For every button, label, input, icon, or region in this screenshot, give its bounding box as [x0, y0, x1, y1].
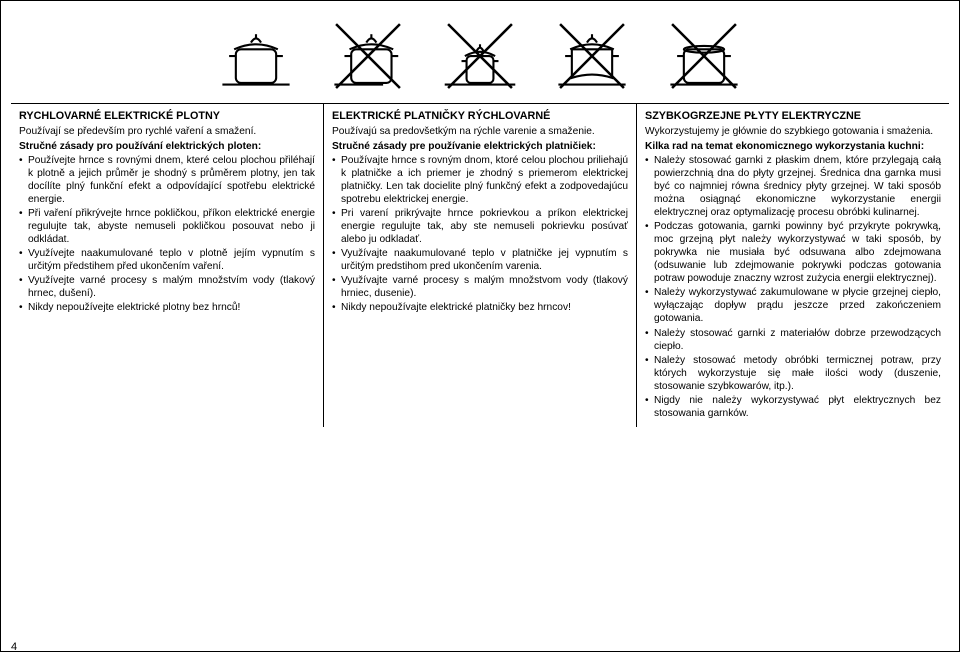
- col2-title: ELEKTRICKÉ PLATNIČKY RÝCHLOVARNÉ: [332, 110, 628, 124]
- page-number: 4: [11, 641, 17, 653]
- col2-list: Používajte hrnce s rovným dnom, ktoré ce…: [332, 154, 628, 315]
- col1-list: Používejte hrnce s rovnými dnem, které c…: [19, 154, 315, 315]
- list-item: Při vaření přikrývejte hrnce pokličkou, …: [19, 207, 315, 246]
- list-item: Využívejte naakumulované teplo v plotně …: [19, 247, 315, 273]
- list-item: Nikdy nepoužívejte elektrické plotny bez…: [19, 301, 315, 314]
- pot-misaligned-icon: [326, 9, 410, 93]
- list-item: Využívajte naakumulované teplo v platnič…: [332, 247, 628, 273]
- list-item: Nigdy nie należy wykorzystywać płyt elek…: [645, 394, 941, 420]
- list-item: Používajte hrnce s rovným dnom, ktoré ce…: [332, 154, 628, 206]
- pot-correct-icon: [214, 9, 298, 93]
- pot-nolid-icon: [662, 9, 746, 93]
- col2-subhead: Stručné zásady pre používanie elektrický…: [332, 140, 628, 153]
- list-item: Pri varení prikrývajte hrnce pokrievkou …: [332, 207, 628, 246]
- columns: RYCHLOVARNÉ ELEKTRICKÉ PLOTNY Používají …: [11, 103, 949, 427]
- col3-title: SZYBKOGRZEJNE PŁYTY ELEKTRYCZNE: [645, 110, 941, 124]
- list-item: Využívajte varné procesy s malým množstv…: [332, 274, 628, 300]
- list-item: Należy wykorzystywać zakumulowane w płyc…: [645, 286, 941, 325]
- col1-subhead: Stručné zásady pro používání elektrickýc…: [19, 140, 315, 153]
- column-sk: ELEKTRICKÉ PLATNIČKY RÝCHLOVARNÉ Používa…: [323, 104, 636, 427]
- page-frame: RYCHLOVARNÉ ELEKTRICKÉ PLOTNY Používají …: [0, 0, 960, 652]
- list-item: Należy stosować garnki z materiałów dobr…: [645, 327, 941, 353]
- col1-title: RYCHLOVARNÉ ELEKTRICKÉ PLOTNY: [19, 110, 315, 124]
- pot-small-icon: [438, 9, 522, 93]
- list-item: Podczas gotowania, garnki powinny być pr…: [645, 220, 941, 285]
- col3-intro: Wykorzystujemy je głównie do szybkiego g…: [645, 125, 941, 138]
- column-pl: SZYBKOGRZEJNE PŁYTY ELEKTRYCZNE Wykorzys…: [636, 104, 949, 427]
- col3-list: Należy stosować garnki z płaskim dnem, k…: [645, 154, 941, 420]
- col3-subhead: Kilka rad na temat ekonomicznego wykorzy…: [645, 140, 941, 153]
- list-item: Należy stosować garnki z płaskim dnem, k…: [645, 154, 941, 219]
- list-item: Využívejte varné procesy s malým množstv…: [19, 274, 315, 300]
- column-cz: RYCHLOVARNÉ ELEKTRICKÉ PLOTNY Používají …: [11, 104, 323, 427]
- col1-intro: Používají se především pro rychlé vaření…: [19, 125, 315, 138]
- pot-warped-icon: [550, 9, 634, 93]
- pot-icons-row: [11, 9, 949, 93]
- list-item: Používejte hrnce s rovnými dnem, které c…: [19, 154, 315, 206]
- list-item: Nikdy nepoužívajte elektrické platničky …: [332, 301, 628, 314]
- list-item: Należy stosować metody obróbki termiczne…: [645, 354, 941, 393]
- col2-intro: Používajú sa predovšetkým na rýchle vare…: [332, 125, 628, 138]
